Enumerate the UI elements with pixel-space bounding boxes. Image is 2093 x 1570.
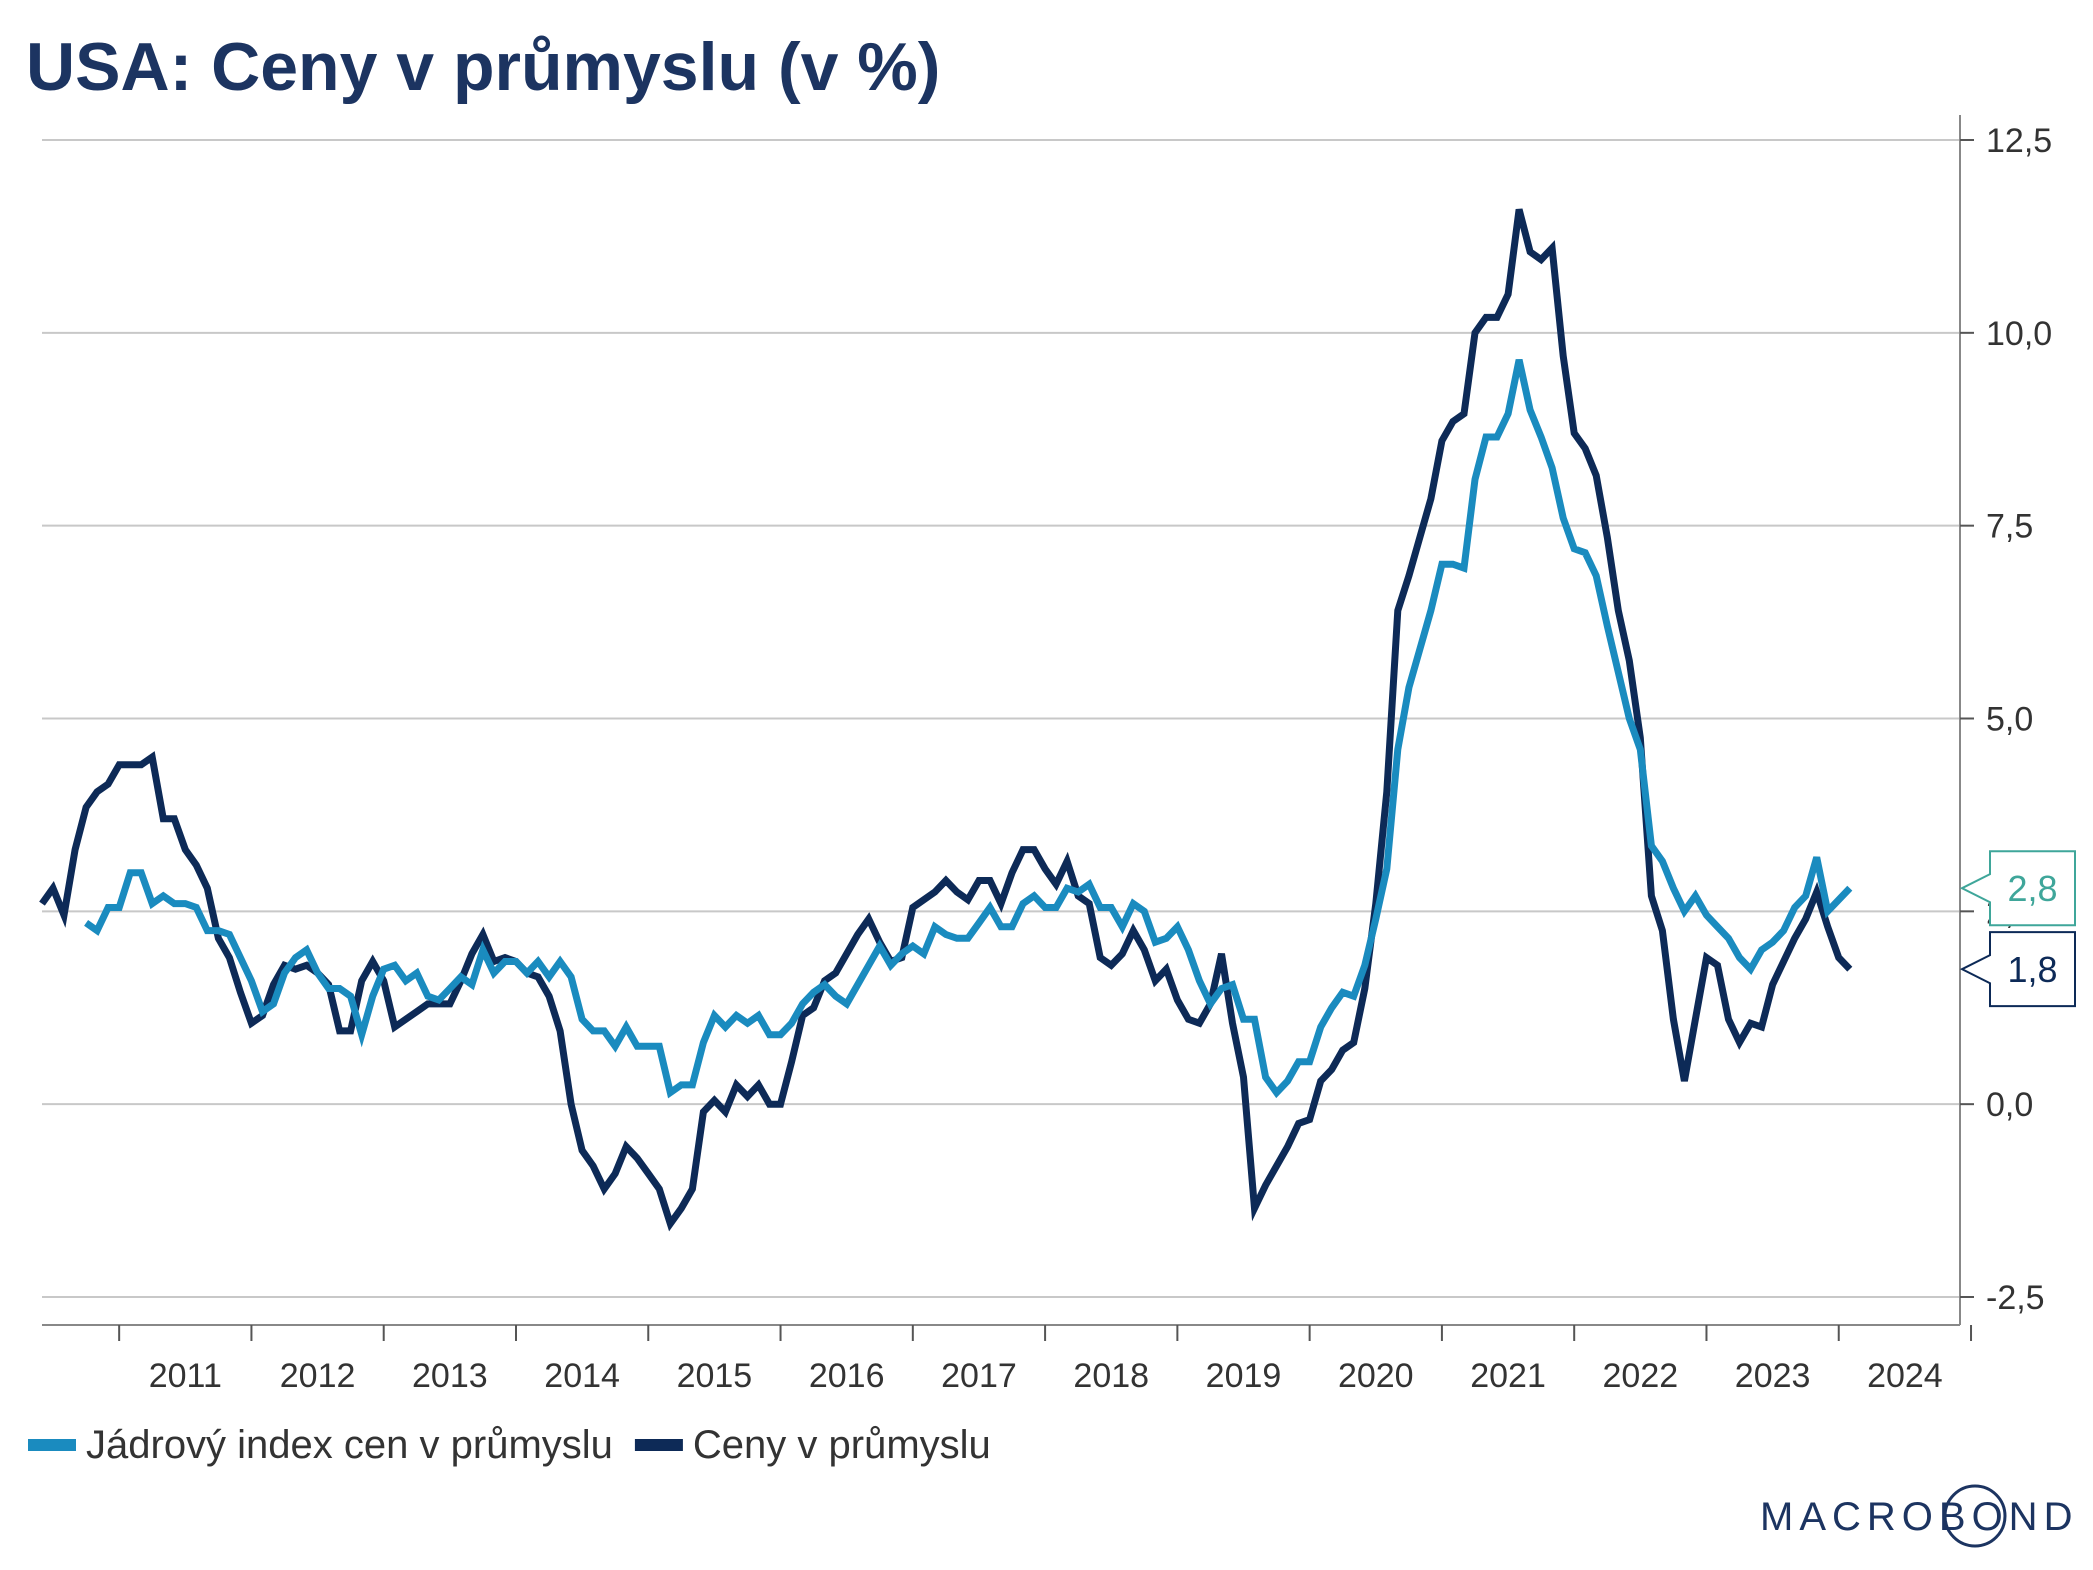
x-tick-label: 2018 bbox=[1073, 1357, 1149, 1395]
series-lines bbox=[39, 208, 1853, 1232]
y-axis-ticks: -2,50,02,55,07,510,012,5 bbox=[1960, 122, 2052, 1317]
legend: Jádrový index cen v průmyslu Ceny v průmy… bbox=[28, 1423, 991, 1467]
legend-label: Jádrový index cen v průmyslu bbox=[86, 1423, 613, 1467]
x-tick-label: 2020 bbox=[1338, 1357, 1414, 1395]
x-tick-label: 2015 bbox=[677, 1357, 753, 1395]
end-label-1: 1,8 bbox=[1959, 931, 2076, 1008]
x-tick-label: 2022 bbox=[1603, 1357, 1679, 1395]
x-tick-label: 2021 bbox=[1470, 1357, 1546, 1395]
logo-ring bbox=[1943, 1484, 2007, 1548]
legend-item-1: Ceny v průmyslu bbox=[634, 1423, 991, 1467]
y-tick-label: -2,5 bbox=[1986, 1279, 2045, 1317]
legend-label: Ceny v průmyslu bbox=[693, 1423, 991, 1467]
y-tick-label: 7,5 bbox=[1986, 508, 2033, 546]
end-label-text: 1,8 bbox=[2007, 949, 2057, 990]
x-tick-label: 2017 bbox=[941, 1357, 1017, 1395]
end-label-text: 2,8 bbox=[2007, 868, 2057, 909]
chart-title: USA: Ceny v průmyslu (v %) bbox=[26, 29, 940, 105]
end-labels: 2,8 1,8 bbox=[1959, 850, 2076, 1008]
legend-swatch bbox=[634, 1439, 683, 1451]
x-tick-label: 2012 bbox=[280, 1357, 356, 1395]
axes bbox=[42, 115, 1961, 1326]
x-axis-ticks: 2011 2012 2013 2014 2015 2016 2017 2018 2019 2020… bbox=[118, 1325, 1973, 1395]
x-tick-label: 2011 bbox=[149, 1357, 222, 1395]
x-tick-label: 2019 bbox=[1206, 1357, 1282, 1395]
series-line-0 bbox=[84, 359, 1853, 1099]
logo-text: MACROBOND bbox=[1760, 1495, 2078, 1539]
x-tick-label: 2024 bbox=[1867, 1357, 1943, 1395]
x-tick-label: 2023 bbox=[1735, 1357, 1811, 1395]
x-tick-label: 2013 bbox=[412, 1357, 488, 1395]
series-line-1 bbox=[39, 208, 1853, 1232]
y-tick-label: 5,0 bbox=[1986, 701, 2033, 739]
end-label-box bbox=[1959, 931, 2076, 1008]
x-tick-label: 2016 bbox=[809, 1357, 885, 1395]
end-label-box bbox=[1959, 850, 2076, 927]
end-label-0: 2,8 bbox=[1959, 850, 2076, 927]
gridlines bbox=[42, 139, 1960, 1298]
y-tick-label: 12,5 bbox=[1986, 122, 2052, 160]
legend-item-0: Jádrový index cen v průmyslu bbox=[28, 1423, 613, 1467]
y-tick-label: 0,0 bbox=[1986, 1086, 2033, 1124]
macrobond-logo: MACROBOND bbox=[1760, 1484, 2078, 1548]
legend-swatch bbox=[28, 1439, 76, 1451]
x-tick-label: 2014 bbox=[544, 1357, 620, 1395]
y-tick-label: 10,0 bbox=[1986, 315, 2052, 353]
